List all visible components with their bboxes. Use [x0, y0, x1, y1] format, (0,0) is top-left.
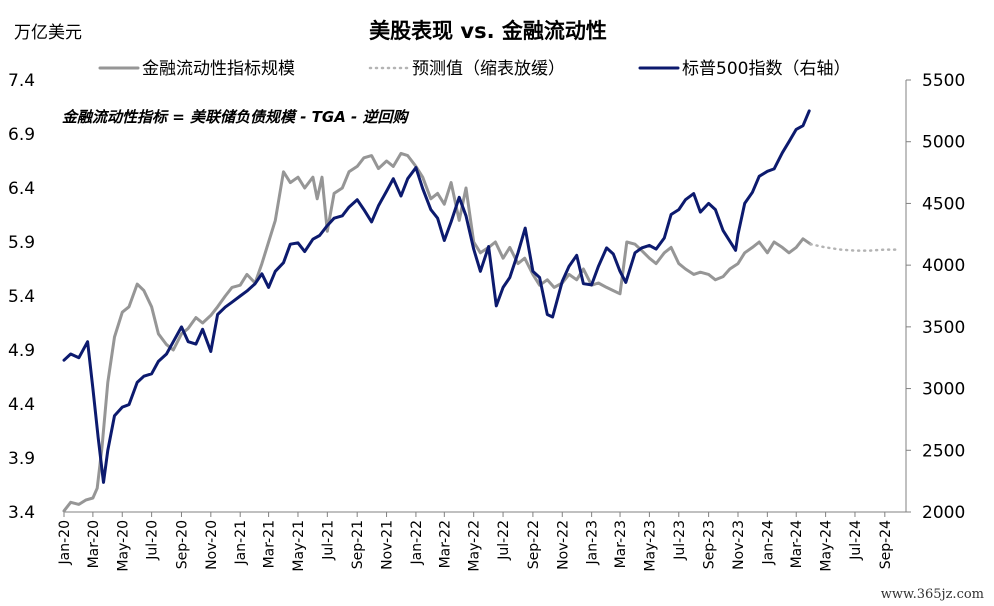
x-tick-label: Mar-23	[613, 520, 629, 568]
right-tick-label: 2500	[922, 441, 965, 461]
left-tick-label: 4.4	[8, 395, 35, 415]
x-tick-label: May-20	[115, 520, 131, 572]
x-tick-label: May-21	[291, 520, 307, 572]
left-tick-label: 5.4	[8, 287, 35, 307]
x-tick-label: May-24	[819, 520, 835, 572]
left-tick-label: 5.9	[8, 233, 35, 253]
x-tick-label: Mar-20	[86, 520, 102, 568]
x-tick-label: Sep-20	[174, 520, 190, 569]
x-tick-label: Jul-24	[848, 520, 864, 561]
right-tick-label: 3000	[922, 380, 965, 400]
x-tick-label: Jul-22	[496, 520, 512, 561]
watermark: www.365jz.com	[881, 587, 984, 602]
x-tick-label: Mar-24	[789, 520, 805, 568]
series-line-2	[62, 109, 811, 484]
x-tick-label: Jan-22	[409, 520, 425, 565]
right-tick-label: 4000	[922, 256, 965, 276]
x-tick-label: Nov-21	[380, 520, 396, 570]
x-tick-label: Sep-23	[702, 520, 718, 569]
x-tick-label: Sep-22	[526, 520, 542, 569]
left-y-axis: 3.4 3.9 4.4 4.9 5.4 5.9 6.4 6.9 7.4	[8, 71, 35, 523]
legend-label-2: 标普500指数（右轴）	[682, 59, 850, 79]
legend: 金融流动性指标规模 预测值（缩表放缓） 标普500指数（右轴）	[98, 59, 850, 79]
x-tick-label: Jul-21	[320, 520, 336, 561]
left-tick-label: 6.9	[8, 125, 35, 145]
left-tick-label: 6.4	[8, 179, 35, 199]
series-line-1	[809, 242, 901, 252]
legend-label-1: 预测值（缩表放缓）	[412, 59, 565, 79]
right-y-axis: 2000 2500 3000 3500 4000 4500 5000 5500	[905, 71, 965, 523]
right-tick-label: 3500	[922, 318, 965, 338]
left-axis-unit: 万亿美元	[14, 23, 82, 43]
x-tick-label: Mar-22	[437, 520, 453, 568]
x-tick-label: Jan-24	[760, 520, 776, 566]
x-tick-label: Nov-20	[204, 520, 220, 570]
legend-label-0: 金融流动性指标规模	[142, 59, 295, 79]
right-tick-label: 5500	[922, 71, 965, 91]
x-tick-label: Jan-20	[57, 520, 73, 565]
left-tick-label: 4.9	[8, 341, 35, 361]
right-tick-label: 4500	[922, 194, 965, 214]
x-tick-label: Nov-22	[555, 520, 571, 570]
plot-area	[62, 109, 901, 513]
chart-title: 美股表现 vs. 金融流动性	[369, 19, 607, 43]
right-tick-label: 2000	[922, 503, 965, 523]
formula-annotation: 金融流动性指标 = 美联储负债规模 - TGA - 逆回购	[62, 108, 410, 126]
x-tick-label: Sep-24	[878, 520, 894, 569]
x-axis: Jan-20 Mar-20 May-20 Jul-20 Sep-20 Nov-20 Jan-…	[57, 511, 906, 572]
left-tick-label: 3.4	[8, 503, 35, 523]
x-tick-label: May-23	[642, 520, 658, 572]
x-tick-label: Nov-23	[731, 520, 747, 570]
x-tick-label: Jul-20	[145, 520, 161, 561]
x-tick-label: Jan-23	[585, 520, 601, 565]
x-tick-label: Jul-23	[672, 520, 688, 561]
x-tick-label: May-22	[467, 520, 483, 572]
right-tick-label: 5000	[922, 133, 965, 153]
x-tick-label: Mar-21	[262, 520, 278, 568]
left-tick-label: 7.4	[8, 71, 35, 91]
x-tick-label: Jan-21	[233, 520, 249, 565]
x-tick-label: Sep-21	[350, 520, 366, 569]
left-tick-label: 3.9	[8, 449, 35, 469]
